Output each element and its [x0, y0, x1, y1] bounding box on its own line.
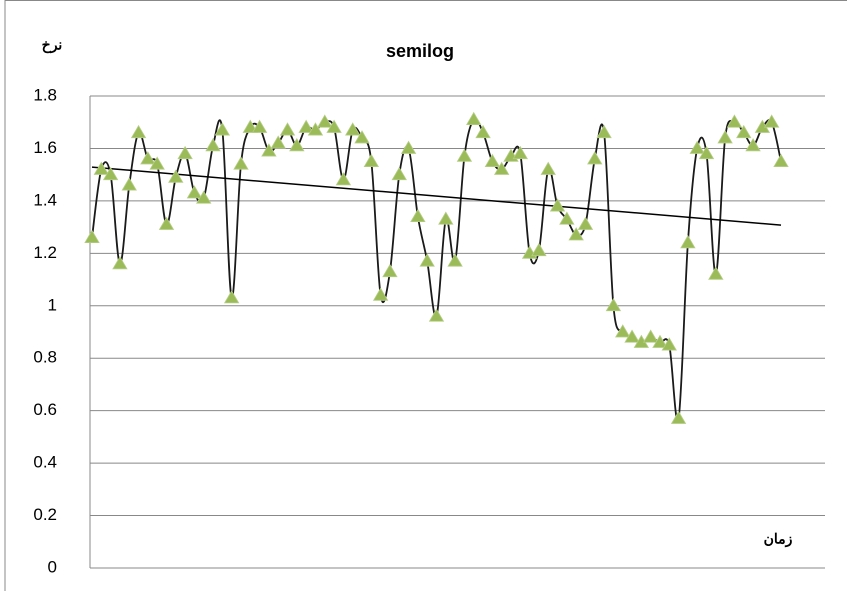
marker: [382, 263, 398, 278]
marker: [670, 410, 687, 424]
marker: [540, 161, 556, 175]
marker: [242, 119, 258, 133]
trendline: [91, 166, 782, 226]
marker: [251, 119, 268, 133]
marker: [605, 297, 622, 312]
marker: [140, 151, 156, 165]
marker: [186, 185, 203, 199]
marker: [642, 329, 659, 343]
marker: [289, 138, 305, 152]
marker: [493, 161, 510, 175]
y-tick-label: 1: [48, 295, 57, 314]
y-tick-label: 0.6: [33, 400, 57, 419]
marker: [484, 153, 501, 167]
y-tick-label: 1.6: [33, 138, 57, 157]
marker: [84, 229, 100, 243]
marker: [717, 130, 733, 144]
marker: [689, 140, 705, 154]
marker: [261, 143, 277, 157]
marker: [335, 172, 352, 186]
marker: [615, 324, 631, 338]
marker: [763, 114, 780, 128]
marker: [419, 253, 435, 267]
marker: [400, 140, 417, 154]
x-axis-label: زمان: [764, 531, 793, 548]
marker: [168, 169, 184, 183]
y-tick-label: 1.8: [33, 85, 57, 104]
marker: [196, 190, 212, 204]
marker: [363, 153, 380, 167]
marker: [466, 111, 482, 125]
marker: [345, 122, 361, 136]
marker: [708, 266, 724, 280]
marker: [680, 235, 696, 249]
y-tick-label: 1.4: [33, 190, 57, 209]
marker: [428, 308, 445, 322]
marker: [661, 337, 677, 351]
series-line: [91, 117, 782, 422]
y-tick-label: 0.2: [33, 505, 57, 524]
marker: [568, 227, 584, 241]
marker: [354, 130, 370, 144]
marker: [549, 198, 566, 212]
marker: [559, 211, 575, 225]
marker: [205, 138, 221, 152]
marker: [698, 145, 715, 160]
marker: [456, 148, 473, 162]
marker: [130, 124, 147, 139]
marker: [121, 177, 137, 191]
marker: [596, 124, 612, 139]
marker: [773, 153, 789, 167]
marker: [531, 242, 547, 257]
marker: [624, 329, 640, 343]
marker: [726, 114, 743, 128]
marker: [652, 334, 668, 348]
marker: [279, 122, 296, 136]
y-tick-label: 0.8: [33, 348, 57, 367]
marker: [270, 135, 286, 149]
y-axis-label: نرخ: [42, 37, 63, 54]
marker: [475, 124, 491, 139]
marker: [298, 119, 314, 133]
marker: [102, 166, 119, 181]
marker: [112, 256, 128, 270]
marker: [577, 216, 594, 230]
marker: [158, 216, 175, 230]
marker: [447, 253, 463, 267]
marker: [307, 122, 324, 136]
chart-title: semilog: [386, 41, 454, 61]
y-tick-label: 0: [48, 557, 57, 576]
marker: [438, 211, 454, 225]
marker: [214, 122, 231, 136]
marker: [391, 166, 407, 181]
marker: [587, 151, 603, 165]
marker: [233, 156, 249, 170]
marker: [149, 156, 165, 170]
marker: [372, 287, 389, 301]
marker: [736, 124, 752, 139]
marker: [326, 119, 342, 133]
marker: [93, 161, 110, 175]
y-tick-label: 1.2: [33, 243, 57, 262]
marker: [512, 145, 528, 160]
marker: [745, 138, 761, 152]
marker: [410, 208, 426, 223]
marker: [317, 114, 333, 128]
y-tick-label: 0.4: [33, 453, 57, 472]
marker: [177, 145, 193, 160]
marker: [223, 290, 240, 304]
